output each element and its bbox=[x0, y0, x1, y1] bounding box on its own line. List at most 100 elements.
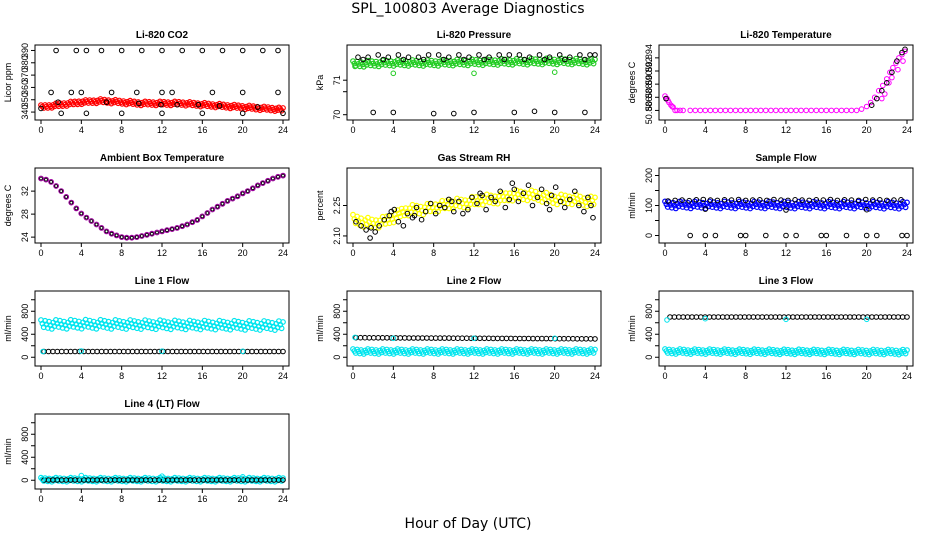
data-point bbox=[281, 173, 285, 178]
x-tick-label: 16 bbox=[197, 494, 207, 504]
data-point bbox=[240, 191, 245, 196]
data-point bbox=[687, 232, 694, 239]
data-point bbox=[868, 102, 875, 108]
panel-title: Gas Stream RH bbox=[438, 153, 511, 164]
data-point bbox=[677, 107, 683, 114]
data-point bbox=[531, 108, 538, 115]
data-point bbox=[430, 110, 437, 117]
data-point bbox=[197, 478, 204, 485]
data-point bbox=[735, 196, 742, 203]
data-point bbox=[501, 56, 508, 63]
panel-title: Li-820 Temperature bbox=[740, 30, 832, 41]
data-point bbox=[884, 197, 890, 204]
panel-line-1-flow: Line 1 Flow ml/min 0 4 8 12 16 20 24 0 400 800 bbox=[3, 276, 290, 381]
data-point bbox=[902, 204, 909, 211]
data-point bbox=[582, 56, 588, 63]
data-point bbox=[581, 208, 587, 215]
x-tick-label: 8 bbox=[431, 248, 436, 258]
data-point bbox=[592, 336, 598, 342]
data-point bbox=[778, 197, 784, 203]
data-point bbox=[40, 476, 46, 483]
x-tick-label: 0 bbox=[38, 494, 43, 504]
data-point bbox=[456, 198, 462, 205]
data-point bbox=[737, 232, 744, 239]
data-point bbox=[823, 232, 830, 239]
data-point bbox=[83, 214, 90, 221]
panel-line-2-flow: Line 2 Flow ml/min 0 4 8 12 16 20 24 0 400 800 bbox=[315, 276, 602, 381]
data-point bbox=[853, 107, 860, 114]
data-point bbox=[889, 69, 895, 76]
data-point bbox=[879, 95, 885, 102]
data-point bbox=[749, 197, 756, 203]
data-point bbox=[138, 233, 145, 239]
panel-title: Li-820 CO2 bbox=[136, 30, 189, 41]
data-point bbox=[823, 107, 830, 114]
x-tick-label: 0 bbox=[662, 371, 667, 381]
data-point bbox=[230, 196, 235, 201]
data-point bbox=[390, 335, 397, 342]
data-point bbox=[133, 234, 140, 241]
data-point bbox=[352, 63, 358, 70]
x-tick-label: 24 bbox=[590, 371, 600, 381]
data-point bbox=[882, 91, 888, 97]
data-point bbox=[742, 107, 749, 114]
y-axis-label: kPa bbox=[315, 75, 325, 91]
panel-sample-flow: Sample Flow ml/min 0 4 8 12 16 20 24 0 100 200 bbox=[627, 153, 914, 258]
y-tick-label: 70 bbox=[332, 110, 342, 120]
data-point bbox=[474, 200, 480, 207]
y-tick-label: 400 bbox=[20, 327, 30, 342]
data-point bbox=[543, 200, 550, 207]
data-point bbox=[280, 172, 286, 179]
x-tick-label: 0 bbox=[662, 248, 667, 258]
x-tick-label: 20 bbox=[862, 371, 872, 381]
data-point bbox=[390, 109, 397, 116]
data-point bbox=[460, 210, 466, 217]
data-point bbox=[239, 110, 246, 117]
data-point bbox=[712, 232, 719, 239]
x-tick-label: 8 bbox=[119, 125, 124, 135]
data-point bbox=[461, 56, 467, 63]
data-point bbox=[818, 232, 825, 239]
data-point bbox=[876, 87, 882, 94]
y-tick-label: 32 bbox=[20, 186, 30, 196]
data-point bbox=[98, 224, 105, 231]
data-point bbox=[679, 197, 685, 203]
x-tick-label: 20 bbox=[238, 371, 248, 381]
data-point bbox=[506, 196, 513, 203]
data-point bbox=[375, 52, 382, 58]
data-point bbox=[103, 228, 110, 235]
data-point bbox=[159, 47, 165, 54]
x-tick-label: 16 bbox=[197, 371, 207, 381]
data-point bbox=[88, 218, 95, 224]
data-point bbox=[180, 224, 185, 229]
x-tick-label: 8 bbox=[119, 248, 124, 258]
data-point bbox=[548, 192, 555, 199]
data-point bbox=[727, 107, 734, 114]
data-point bbox=[562, 204, 568, 211]
data-point bbox=[834, 197, 841, 204]
y-tick-label: 71 bbox=[332, 75, 342, 85]
x-tick-label: 24 bbox=[278, 248, 288, 258]
y-axis-label: Licor ppm bbox=[3, 63, 13, 103]
panel-title: Sample Flow bbox=[755, 153, 816, 164]
data-point bbox=[899, 232, 905, 239]
data-point bbox=[390, 70, 397, 77]
plot-frame bbox=[34, 167, 290, 244]
x-tick-label: 4 bbox=[79, 248, 84, 258]
plot-area bbox=[662, 46, 908, 114]
plot-frame bbox=[34, 44, 290, 121]
plot-area bbox=[350, 180, 598, 241]
plot-area bbox=[38, 47, 286, 117]
data-point bbox=[195, 218, 200, 222]
data-point bbox=[576, 202, 582, 209]
data-point bbox=[686, 197, 693, 204]
data-point bbox=[471, 335, 477, 342]
data-point bbox=[245, 189, 250, 193]
plot-frame bbox=[34, 290, 290, 367]
y-tick-label: 800 bbox=[332, 304, 342, 319]
data-point bbox=[84, 215, 89, 220]
data-point bbox=[435, 52, 442, 58]
data-point bbox=[674, 107, 680, 114]
data-point bbox=[511, 186, 518, 193]
x-tick-label: 4 bbox=[79, 125, 84, 135]
